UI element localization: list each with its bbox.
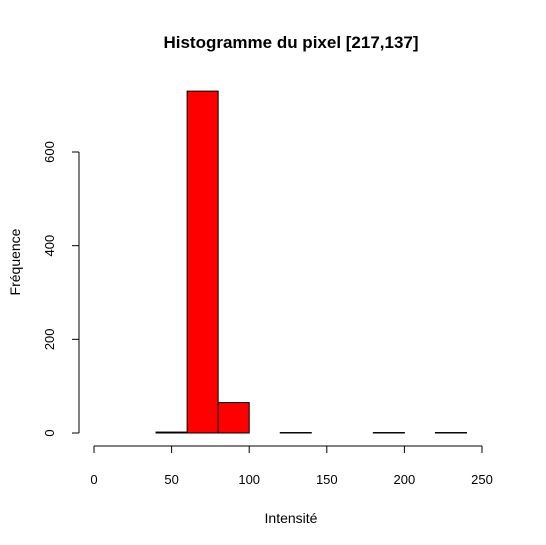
y-axis-label: Fréquence	[7, 228, 23, 295]
x-tick-label: 200	[394, 472, 416, 487]
y-tick-label: 0	[42, 429, 57, 436]
chart-title: Histogramme du pixel [217,137]	[163, 33, 418, 52]
x-axis-label: Intensité	[265, 510, 318, 526]
y-axis: 0 200 400 600	[42, 141, 80, 437]
x-tick-label: 0	[90, 472, 97, 487]
x-tick-label: 100	[238, 472, 260, 487]
bars-group	[155, 90, 467, 434]
x-tick-label: 150	[316, 472, 338, 487]
histogram-bar	[217, 402, 250, 434]
histogram-bar	[155, 431, 188, 434]
x-tick-label: 250	[471, 472, 493, 487]
x-tick-label: 50	[164, 472, 178, 487]
y-tick-label: 600	[42, 141, 57, 163]
y-tick-label: 200	[42, 328, 57, 350]
x-axis: 0 50 100 150 200 250	[90, 445, 493, 487]
histogram-bar	[186, 90, 219, 434]
y-tick-label: 400	[42, 235, 57, 257]
